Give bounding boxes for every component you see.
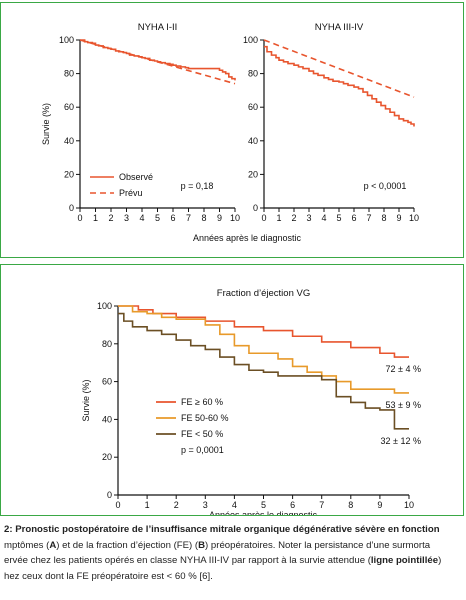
nyha12-ytick-100: 100 [59,35,74,45]
fe-series-0-end-label: 72 ± 4 % [386,364,421,374]
nyha12-ylabel: Survie (%) [41,103,51,145]
nyha34-title: NYHA III-IV [315,22,364,33]
fe-ytick-40: 40 [102,414,112,424]
caption-line-1: 2: Pronostic postopératoire de l’insuffi… [4,524,440,535]
nyha12-xtick-6: 6 [170,213,175,223]
nyha34-xtick-8: 8 [381,213,386,223]
nyha12-ytick-0: 0 [69,203,74,213]
fe-xtick-9: 9 [377,500,382,510]
nyha34-xtick-4: 4 [321,213,326,223]
fe-title: Fraction d’éjection VG [217,288,310,299]
fe-xtick-7: 7 [319,500,324,510]
nyha34-xtick-2: 2 [291,213,296,223]
nyha34-ytick-60: 60 [248,102,258,112]
fe-legend-label-0: FE ≥ 60 % [181,397,223,407]
panel-b-chart: BFraction d’éjection VG02040608010001234… [81,288,421,515]
nyha12-title: NYHA I-II [138,22,178,33]
panel-a-xlabel: Années après le diagnostic [193,233,302,243]
fe-series-2-line [118,312,409,430]
nyha12-xtick-1: 1 [93,213,98,223]
fe-series-1-line [118,305,409,394]
nyha12-pvalue: p = 0,18 [181,181,214,191]
nyha34-ytick-40: 40 [248,136,258,146]
nyha34-ytick-80: 80 [248,69,258,79]
fe-legend-label-1: FE 50-60 % [181,413,229,423]
nyha34-series-0-line [264,45,415,127]
fe-xtick-2: 2 [174,500,179,510]
nyha34-xtick-9: 9 [396,213,401,223]
nyha34-xtick-1: 1 [276,213,281,223]
fe-series-1-end-label: 53 ± 9 % [386,400,421,410]
nyha34-xtick-7: 7 [366,213,371,223]
nyha34-pvalue: p < 0,0001 [364,181,407,191]
caption-line-3: ervée chez les patients opérés en classe… [4,555,442,566]
fe-xtick-0: 0 [115,500,120,510]
fe-ytick-0: 0 [107,490,112,500]
nyha34-xtick-3: 3 [306,213,311,223]
nyha12-ytick-20: 20 [64,169,74,179]
fe-ylabel: Survie (%) [81,379,91,421]
nyha12-series-1-line [79,39,236,85]
fe-ytick-20: 20 [102,452,112,462]
fe-xtick-4: 4 [232,500,237,510]
nyha12-ytick-80: 80 [64,69,74,79]
nyha12-xtick-9: 9 [217,213,222,223]
panel-a: NYHA I-II 0 20 40 60 80 100 0 1 2 3 4 5 6 7 8 9 10 Survie … [0,2,464,258]
fe-xtick-6: 6 [290,500,295,510]
nyha34-xtick-10: 10 [409,213,419,223]
nyha12-xtick-0: 0 [77,213,82,223]
nyha12-ytick-40: 40 [64,136,74,146]
nyha34-ytick-20: 20 [248,169,258,179]
figure-caption: 2: Pronostic postopératoire de l’insuffi… [4,522,464,584]
fe-xtick-1: 1 [145,500,150,510]
nyha12-xtick-2: 2 [108,213,113,223]
nyha12-ytick-60: 60 [64,102,74,112]
fe-xtick-10: 10 [404,500,414,510]
fe-xtick-8: 8 [348,500,353,510]
caption-line-2: mptômes (A) et de la fraction d’éjection… [4,539,431,551]
nyha12-xtick-3: 3 [124,213,129,223]
fe-legend-label-2: FE < 50 % [181,429,223,439]
nyha34-xtick-0: 0 [261,213,266,223]
panel-b-xlabel: Années après le diagnostic [209,510,318,515]
nyha12-xtick-5: 5 [155,213,160,223]
fe-pvalue: p = 0,0001 [181,445,224,455]
legend-prevu-label: Prévu [119,188,143,198]
nyha12-xtick-10: 10 [230,213,240,223]
nyha12-xtick-7: 7 [186,213,191,223]
legend-observe-label: Observé [119,172,153,182]
nyha12-xtick-4: 4 [139,213,144,223]
fe-xtick-5: 5 [261,500,266,510]
nyha34-xtick-5: 5 [336,213,341,223]
fe-ytick-60: 60 [102,377,112,387]
fe-series-2-end-label: 32 ± 12 % [381,436,421,446]
nyha34-ytick-0: 0 [253,203,258,213]
fe-ytick-100: 100 [97,301,112,311]
panel-b: BFraction d’éjection VG02040608010001234… [0,264,464,516]
caption-line-4: hez ceux dont la FE préopératoire est < … [4,570,213,582]
fe-ytick-80: 80 [102,339,112,349]
nyha34-xtick-6: 6 [351,213,356,223]
nyha34-ytick-100: 100 [243,35,258,45]
nyha12-xtick-8: 8 [201,213,206,223]
nyha34-series-1-line [263,39,415,98]
fe-xtick-3: 3 [203,500,208,510]
